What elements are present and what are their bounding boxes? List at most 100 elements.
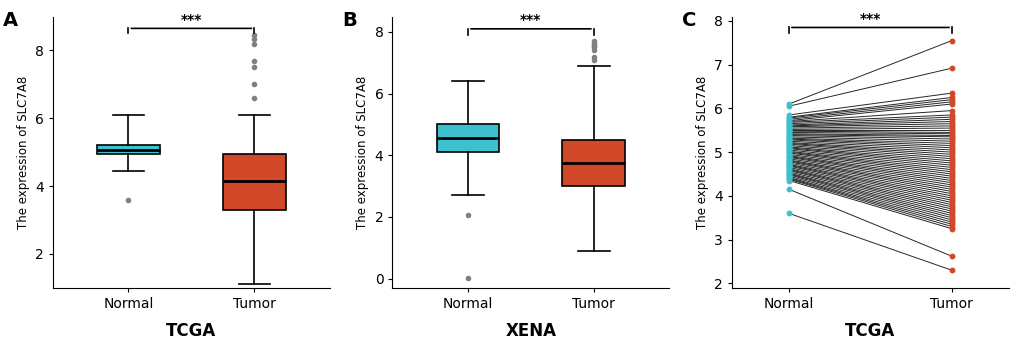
Point xyxy=(781,101,797,107)
Point xyxy=(781,120,797,125)
PathPatch shape xyxy=(436,124,499,152)
Point xyxy=(781,160,797,166)
Point xyxy=(943,108,959,113)
Point xyxy=(943,95,959,100)
Point xyxy=(781,157,797,163)
Point xyxy=(943,127,959,133)
X-axis label: XENA: XENA xyxy=(505,322,556,340)
Point xyxy=(943,97,959,102)
Point xyxy=(943,38,959,44)
Point xyxy=(943,226,959,232)
Point xyxy=(943,167,959,172)
Point xyxy=(781,144,797,150)
Point xyxy=(943,131,959,137)
Point xyxy=(943,224,959,229)
Text: B: B xyxy=(342,11,357,30)
Point xyxy=(943,152,959,157)
Point xyxy=(781,158,797,164)
Point xyxy=(781,140,797,145)
Point xyxy=(781,147,797,153)
Point xyxy=(943,219,959,225)
Y-axis label: The expression of SLC7A8: The expression of SLC7A8 xyxy=(356,75,369,229)
Point xyxy=(943,186,959,192)
Text: ***: *** xyxy=(859,12,880,26)
Point xyxy=(943,165,959,170)
Point xyxy=(943,130,959,135)
Point xyxy=(781,168,797,173)
Point xyxy=(781,118,797,124)
Point xyxy=(943,147,959,153)
Point xyxy=(943,141,959,146)
Text: ***: *** xyxy=(520,13,541,27)
Point xyxy=(943,136,959,142)
Point xyxy=(943,90,959,96)
Point xyxy=(781,127,797,132)
Point xyxy=(943,206,959,212)
Point xyxy=(943,119,959,124)
Point xyxy=(781,104,797,109)
Point xyxy=(781,186,797,192)
Point xyxy=(781,159,797,165)
Point xyxy=(781,149,797,155)
Point xyxy=(781,119,797,124)
Point xyxy=(943,158,959,164)
Point xyxy=(943,145,959,151)
Point xyxy=(781,122,797,128)
Point xyxy=(781,161,797,167)
Point xyxy=(943,65,959,71)
Point xyxy=(781,163,797,168)
Point xyxy=(781,137,797,143)
Point xyxy=(943,117,959,122)
Point xyxy=(943,267,959,273)
Point xyxy=(781,178,797,183)
Point xyxy=(943,215,959,220)
Point xyxy=(943,156,959,161)
Point xyxy=(781,134,797,140)
Point xyxy=(781,171,797,177)
Point xyxy=(781,135,797,141)
Point xyxy=(781,177,797,182)
Point xyxy=(943,173,959,179)
Point xyxy=(781,125,797,131)
Point xyxy=(943,149,959,155)
Point xyxy=(781,115,797,121)
Point xyxy=(781,141,797,146)
Point xyxy=(781,133,797,138)
Point xyxy=(943,123,959,129)
Point xyxy=(943,211,959,216)
PathPatch shape xyxy=(561,140,625,186)
X-axis label: TCGA: TCGA xyxy=(845,322,895,340)
Point xyxy=(781,165,797,170)
Point xyxy=(943,154,959,159)
Point xyxy=(943,182,959,188)
Point xyxy=(781,170,797,176)
Point xyxy=(943,99,959,105)
Point xyxy=(781,145,797,151)
Point xyxy=(781,176,797,181)
Point xyxy=(781,172,797,178)
Point xyxy=(781,163,797,169)
Point xyxy=(781,146,797,151)
Point xyxy=(943,202,959,207)
Point xyxy=(781,152,797,157)
Point xyxy=(781,148,797,154)
Point xyxy=(781,156,797,161)
Point xyxy=(943,169,959,175)
Point xyxy=(781,131,797,137)
Point xyxy=(781,138,797,144)
Point xyxy=(943,189,959,194)
Point xyxy=(781,175,797,180)
X-axis label: TCGA: TCGA xyxy=(166,322,216,340)
Point xyxy=(781,154,797,160)
Point xyxy=(943,178,959,183)
Point xyxy=(781,114,797,120)
Point xyxy=(943,143,959,148)
Point xyxy=(943,213,959,218)
Text: A: A xyxy=(3,11,18,30)
Point xyxy=(943,134,959,140)
Point xyxy=(943,133,959,138)
Point xyxy=(781,121,797,126)
Point xyxy=(943,163,959,168)
Point xyxy=(781,143,797,148)
Point xyxy=(781,132,797,138)
